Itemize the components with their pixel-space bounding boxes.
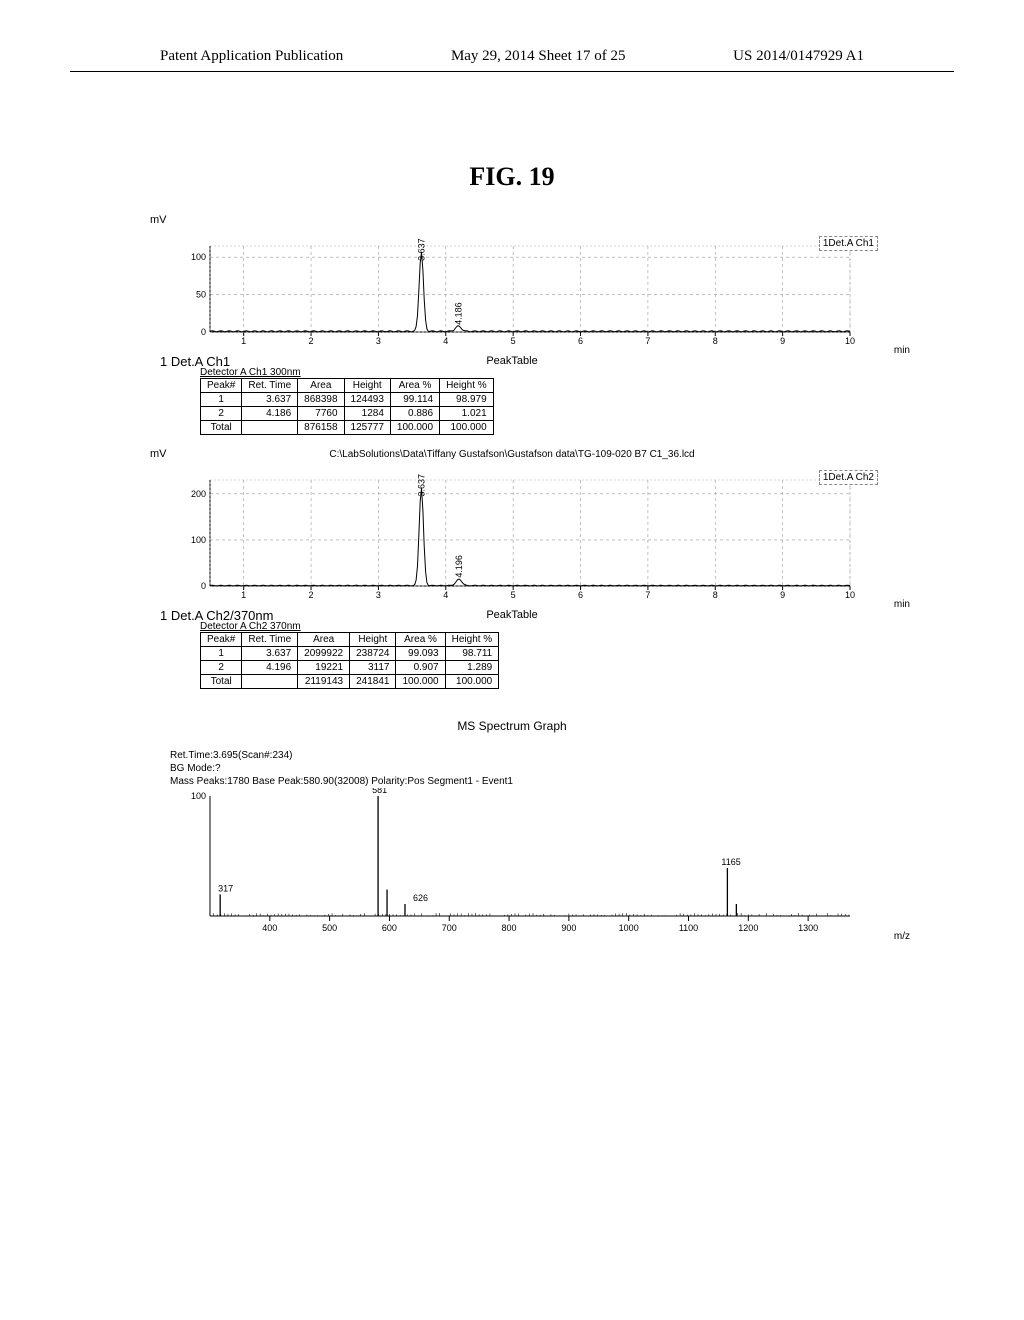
svg-text:1200: 1200 <box>738 923 758 933</box>
svg-text:2: 2 <box>309 590 314 600</box>
svg-text:50: 50 <box>196 290 206 300</box>
svg-text:400: 400 <box>262 923 277 933</box>
svg-text:1100: 1100 <box>679 923 698 933</box>
chart2-legend: 1Det.A Ch2 <box>819 470 878 485</box>
chart1-xunit: min <box>894 345 910 356</box>
svg-text:100: 100 <box>191 252 206 262</box>
svg-text:1165: 1165 <box>721 857 740 867</box>
chart1-table-sub: Detector A Ch1 300nm <box>200 367 1024 378</box>
svg-text:317: 317 <box>218 883 233 893</box>
svg-text:5: 5 <box>511 336 516 346</box>
svg-text:6: 6 <box>578 590 583 600</box>
svg-text:581: 581 <box>372 788 387 795</box>
chromatogram-1: mV 1Det.A Ch1 123456789100501003.6374.18… <box>180 232 884 352</box>
svg-text:9: 9 <box>780 590 785 600</box>
chart2-peak-table: Peak#Ret. TimeAreaHeightArea %Height %13… <box>200 632 499 689</box>
svg-text:3.637: 3.637 <box>416 474 426 497</box>
chart1-peak-table: Peak#Ret. TimeAreaHeightArea %Height %13… <box>200 378 494 435</box>
svg-text:100: 100 <box>191 791 206 801</box>
svg-text:100: 100 <box>191 535 206 545</box>
figure-title: FIG. 19 <box>0 162 1024 192</box>
svg-text:4: 4 <box>443 590 448 600</box>
svg-text:1: 1 <box>241 336 246 346</box>
chart2-ylabel: mV <box>150 448 167 460</box>
ms-xunit: m/z <box>894 931 910 942</box>
svg-text:3: 3 <box>376 590 381 600</box>
svg-text:900: 900 <box>561 923 576 933</box>
svg-text:1000: 1000 <box>619 923 639 933</box>
svg-text:5: 5 <box>511 590 516 600</box>
ms-meta1: Ret.Time:3.695(Scan#:234) <box>170 749 1024 762</box>
svg-text:7: 7 <box>645 590 650 600</box>
svg-text:600: 600 <box>382 923 397 933</box>
svg-text:1300: 1300 <box>798 923 818 933</box>
svg-text:626: 626 <box>413 893 428 903</box>
svg-text:10: 10 <box>845 336 855 346</box>
chart2-peak-title: PeakTable <box>0 609 1024 621</box>
svg-text:8: 8 <box>713 336 718 346</box>
svg-text:4: 4 <box>443 336 448 346</box>
svg-text:8: 8 <box>713 590 718 600</box>
chart1-svg: 123456789100501003.6374.186 <box>180 232 860 352</box>
ms-meta3: Mass Peaks:1780 Base Peak:580.90(32008) … <box>170 775 1024 788</box>
svg-text:9: 9 <box>780 336 785 346</box>
chromatogram-2: mV 1Det.A Ch2 1234567891001002003.6374.1… <box>180 466 884 606</box>
svg-text:0: 0 <box>201 581 206 591</box>
chart1-peak-title: PeakTable <box>0 355 1024 367</box>
svg-text:4.196: 4.196 <box>454 555 464 578</box>
svg-text:0: 0 <box>201 327 206 337</box>
header-left: Patent Application Publication <box>160 48 343 65</box>
page-header: Patent Application Publication May 29, 2… <box>70 0 954 72</box>
chart1-legend: 1Det.A Ch1 <box>819 236 878 251</box>
chart2-svg: 1234567891001002003.6374.196 <box>180 466 860 606</box>
svg-text:1: 1 <box>241 590 246 600</box>
svg-text:2: 2 <box>309 336 314 346</box>
ms-title: MS Spectrum Graph <box>0 719 1024 733</box>
chart2-table-sub: Detector A Ch2 370nm <box>200 621 1024 632</box>
svg-text:700: 700 <box>442 923 457 933</box>
ms-meta2: BG Mode:? <box>170 762 1024 775</box>
svg-text:500: 500 <box>322 923 337 933</box>
svg-text:3: 3 <box>376 336 381 346</box>
svg-text:4.186: 4.186 <box>453 302 463 325</box>
svg-text:800: 800 <box>502 923 517 933</box>
header-center: May 29, 2014 Sheet 17 of 25 <box>451 48 626 65</box>
svg-text:6: 6 <box>578 336 583 346</box>
chart2-xunit: min <box>894 599 910 610</box>
svg-text:10: 10 <box>845 590 855 600</box>
header-right: US 2014/0147929 A1 <box>733 48 864 65</box>
ms-spectrum: 100 400 500 600 700 800 900 1000 1100 1200 1300 317… <box>180 788 884 938</box>
svg-text:3.637: 3.637 <box>416 238 426 261</box>
svg-text:7: 7 <box>645 336 650 346</box>
svg-text:200: 200 <box>191 489 206 499</box>
chart1-ylabel: mV <box>150 214 167 226</box>
ms-svg: 100 400 500 600 700 800 900 1000 1100 1200 1300 317… <box>180 788 860 938</box>
